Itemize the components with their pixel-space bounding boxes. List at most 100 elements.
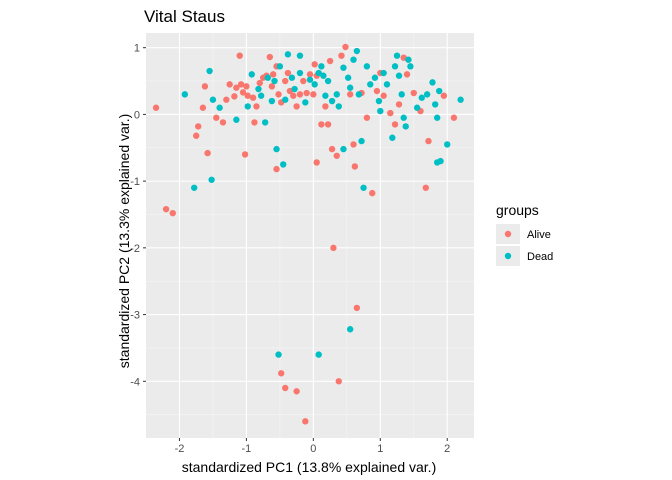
point-dead <box>402 123 409 130</box>
point-dead <box>268 97 276 105</box>
point-alive <box>403 71 411 78</box>
point-dead <box>371 74 379 81</box>
point-dead <box>407 63 414 70</box>
point-alive <box>410 89 417 97</box>
y-tick-label: -1 <box>130 176 140 188</box>
y-tick-label: 1 <box>134 43 140 55</box>
point-alive <box>350 141 357 148</box>
point-dead <box>275 351 282 358</box>
point-dead <box>261 119 269 126</box>
point-dead <box>264 74 272 81</box>
point-alive <box>425 137 432 145</box>
point-dead <box>444 141 451 148</box>
y-tick-label: 0 <box>134 109 140 121</box>
point-dead <box>437 157 444 165</box>
point-alive <box>335 378 342 385</box>
point-alive <box>249 94 257 101</box>
point-dead <box>389 134 396 141</box>
point-dead <box>248 71 255 78</box>
point-alive <box>391 121 399 128</box>
point-alive <box>199 104 207 111</box>
point-alive <box>201 83 209 90</box>
point-dead <box>429 79 436 86</box>
point-alive <box>440 92 448 99</box>
point-alive <box>233 84 240 91</box>
point-dead <box>405 56 412 63</box>
point-alive <box>326 57 334 65</box>
point-alive <box>253 103 260 110</box>
point-dead <box>340 64 347 71</box>
point-alive <box>318 121 325 128</box>
point-dead <box>271 77 278 85</box>
point-dead <box>296 69 304 77</box>
point-dead <box>358 137 365 145</box>
y-axis-title: standardized PC2 (13.3% explained var.) <box>116 114 132 368</box>
x-tick-label: -1 <box>242 443 252 455</box>
point-dead <box>282 96 289 103</box>
point-alive <box>290 92 297 99</box>
point-dead <box>322 92 329 99</box>
point-alive <box>193 132 200 139</box>
point-alive <box>169 209 176 217</box>
legend-title: groups <box>496 202 539 218</box>
point-alive <box>219 119 227 126</box>
y-tick-label: -4 <box>130 376 140 388</box>
x-tick-label: 2 <box>444 443 450 455</box>
point-dead <box>355 91 363 98</box>
point-alive <box>237 81 245 88</box>
point-dead <box>190 184 198 191</box>
point-dead <box>350 56 357 63</box>
point-dead <box>181 91 189 98</box>
legend-swatch-alive <box>504 230 512 238</box>
x-tick-label: 0 <box>310 443 316 455</box>
point-dead <box>393 52 401 59</box>
point-dead <box>216 104 223 111</box>
point-alive <box>303 89 310 97</box>
point-alive <box>380 92 387 99</box>
point-alive <box>282 77 289 85</box>
point-dead <box>346 326 354 333</box>
point-alive <box>346 91 354 98</box>
point-alive <box>251 119 258 126</box>
point-dead <box>206 67 213 75</box>
point-dead <box>391 63 399 70</box>
point-alive <box>313 159 320 166</box>
point-dead <box>328 97 336 105</box>
point-alive <box>322 103 329 110</box>
point-dead <box>360 184 367 191</box>
point-dead <box>324 77 332 85</box>
point-dead <box>320 72 327 79</box>
point-dead <box>208 176 215 183</box>
y-tick-label: -3 <box>130 310 140 322</box>
point-dead <box>383 81 391 88</box>
chart-title: Vital Staus <box>144 7 225 26</box>
point-alive <box>363 114 371 121</box>
point-alive <box>243 83 250 90</box>
point-alive <box>300 77 307 85</box>
y-tick-label: -2 <box>130 243 140 255</box>
point-alive <box>195 123 202 130</box>
point-alive <box>244 92 251 99</box>
point-dead <box>296 52 304 59</box>
point-alive <box>338 52 345 59</box>
point-alive <box>268 83 276 90</box>
point-dead <box>209 96 217 103</box>
point-alive <box>278 370 285 377</box>
x-tick-label: 1 <box>377 443 383 455</box>
point-dead <box>413 104 421 111</box>
point-alive <box>306 71 314 78</box>
point-alive <box>310 91 317 98</box>
point-dead <box>333 91 340 98</box>
point-alive <box>333 152 340 159</box>
point-alive <box>296 91 304 98</box>
point-alive <box>324 121 332 128</box>
point-alive <box>162 205 170 213</box>
point-alive <box>330 244 337 252</box>
data-points <box>152 43 464 425</box>
x-tick-label: -2 <box>175 443 185 455</box>
point-dead <box>255 85 262 93</box>
point-dead <box>431 101 439 108</box>
point-dead <box>318 63 325 70</box>
